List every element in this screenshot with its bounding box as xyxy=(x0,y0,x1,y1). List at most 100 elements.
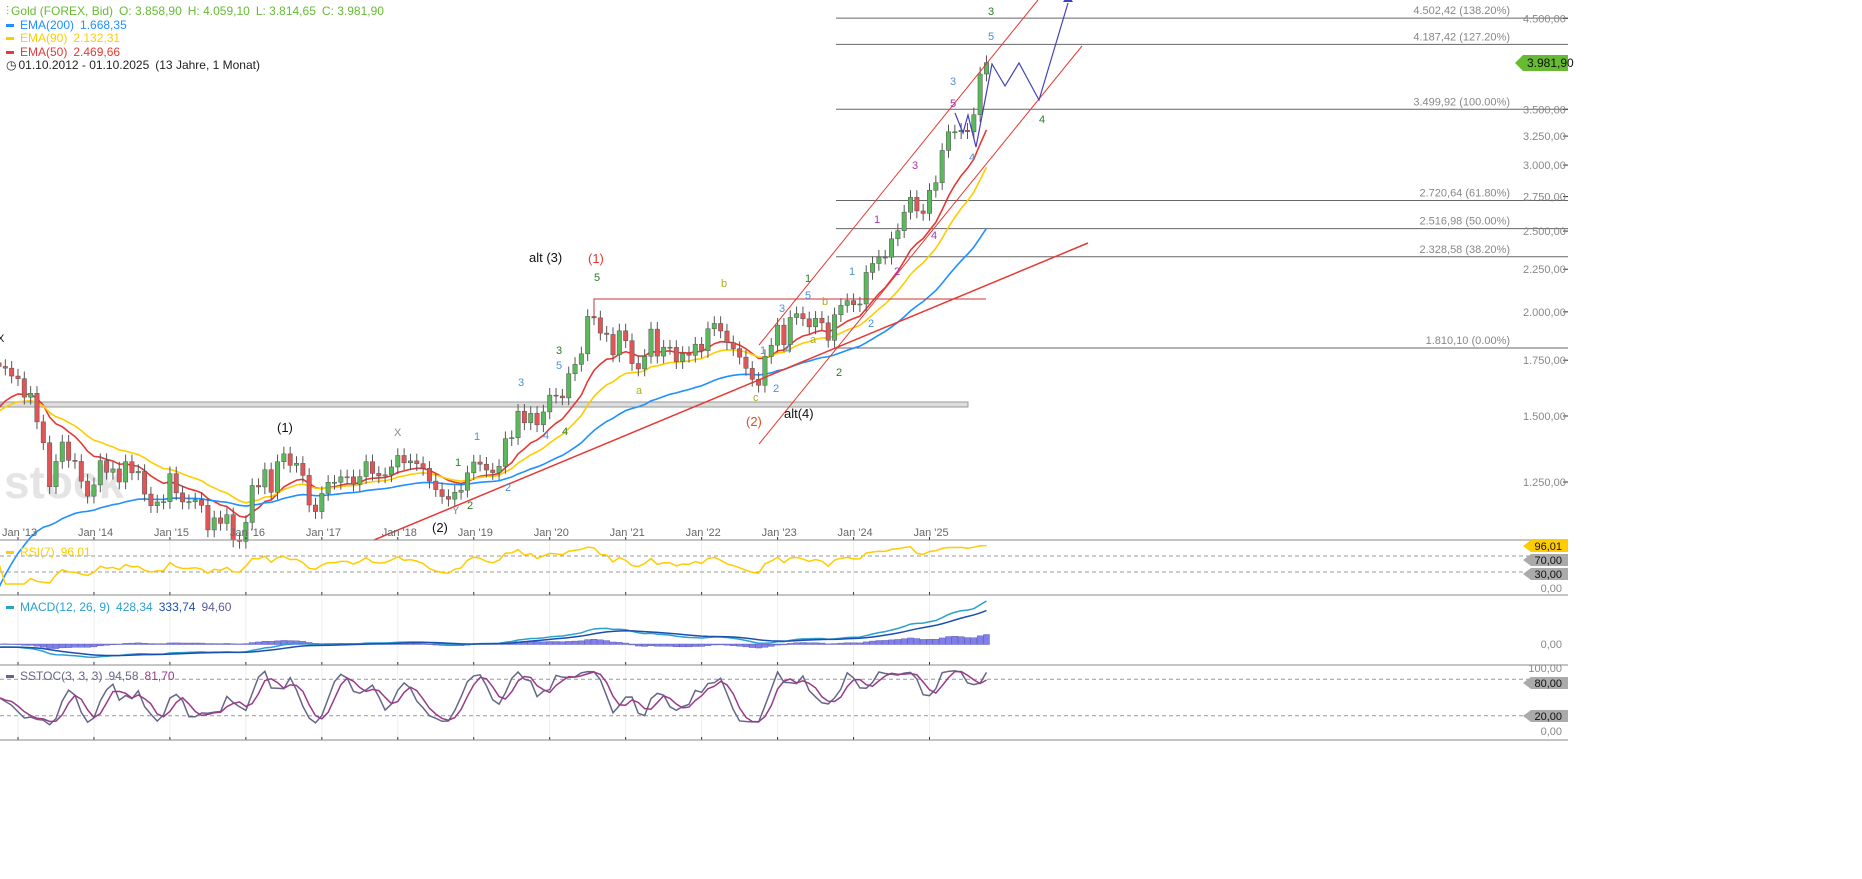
rsi-value-tag: 96,01 xyxy=(1534,541,1562,553)
fib-label: 2.328,58 (38.20%) xyxy=(1419,244,1510,256)
clock-icon: ◷ xyxy=(6,58,17,72)
candle-body xyxy=(382,474,388,477)
candle xyxy=(85,473,91,504)
rsi-70-tag-bg xyxy=(1523,554,1568,566)
open-value: O: 3.858,90 xyxy=(119,4,182,18)
candle-body xyxy=(768,344,774,357)
macd-histogram-bar xyxy=(546,641,553,645)
candle-body xyxy=(971,114,977,132)
x-tick-label: Jan '17 xyxy=(306,527,341,539)
macd-histogram-bar xyxy=(831,643,838,645)
candle xyxy=(927,183,932,221)
candle xyxy=(832,307,838,348)
macd-histogram-bar xyxy=(856,642,864,645)
candle xyxy=(825,315,831,348)
candle xyxy=(28,386,34,405)
candle xyxy=(426,461,432,489)
candle xyxy=(338,469,344,490)
macd-histogram-bar xyxy=(122,643,129,645)
wave-label: 1 xyxy=(760,345,766,357)
candle-body xyxy=(21,378,27,398)
macd-histogram-bar xyxy=(736,643,743,647)
macd-histogram-bar xyxy=(141,642,148,645)
wave-label: 2 xyxy=(505,482,511,494)
wave-label: 4 xyxy=(562,426,568,438)
macd-histogram-bar xyxy=(198,642,205,645)
candle-body xyxy=(2,366,8,369)
candle xyxy=(275,454,280,500)
sstoc-d-line xyxy=(0,670,987,723)
macd-histogram-bar xyxy=(559,641,566,645)
candle xyxy=(876,249,882,271)
candle-body xyxy=(287,453,293,466)
sstoc-20-tag: 20,00 xyxy=(1534,711,1562,723)
wave-label: 1 xyxy=(455,457,461,469)
macd-histogram-bar xyxy=(882,640,889,645)
candle-body xyxy=(256,485,261,488)
candle-body xyxy=(477,461,483,465)
candle xyxy=(47,435,53,494)
candle-body xyxy=(161,501,167,503)
indicator-panes: 96,01 70,00 30,00 0,00 0,00 100,00 80,00 20,00 0… xyxy=(0,539,1568,741)
candle xyxy=(420,456,426,476)
candle xyxy=(572,357,578,381)
macd-histogram-bar xyxy=(166,642,174,645)
candle xyxy=(370,454,375,481)
candle-body xyxy=(863,272,869,305)
candle xyxy=(908,190,913,220)
candle xyxy=(433,473,439,497)
candle-body xyxy=(332,482,337,484)
y-tick-label: 1.750,00 xyxy=(1523,355,1566,367)
candle-body xyxy=(857,303,863,306)
wave-label: 2 xyxy=(467,500,473,512)
candle xyxy=(21,371,27,405)
y-tick-label: 2.750,00 xyxy=(1523,192,1566,204)
candle-body xyxy=(325,482,331,494)
wave-label: 2 xyxy=(773,383,779,395)
wave-label: 5 xyxy=(594,272,600,284)
candle xyxy=(692,337,698,363)
candle xyxy=(389,459,394,483)
macd-histogram-bar xyxy=(27,643,34,646)
candle-body xyxy=(0,362,2,367)
candle-body xyxy=(762,356,768,386)
macd-histogram-bar xyxy=(248,642,256,645)
candle-body xyxy=(737,348,743,358)
candle xyxy=(116,461,122,490)
horizontal-resistance xyxy=(593,298,986,318)
candle-body xyxy=(483,463,489,471)
y-tick-label: 3.250,00 xyxy=(1523,131,1566,143)
candle-body xyxy=(401,455,407,464)
candle-body xyxy=(275,461,280,493)
candle xyxy=(806,311,812,335)
candle xyxy=(604,325,610,342)
candle xyxy=(724,323,730,350)
arrow-head-icon xyxy=(1063,0,1073,2)
candle xyxy=(306,468,312,513)
macd-histogram-bar xyxy=(552,641,560,645)
macd-histogram-bar xyxy=(768,643,775,647)
candle-body xyxy=(965,129,970,132)
sstoc-100-label: 100,00 xyxy=(1528,663,1562,675)
candle xyxy=(743,349,749,376)
macd-histogram-bar xyxy=(173,642,180,645)
candle xyxy=(287,446,293,473)
candle xyxy=(977,66,983,123)
candle-body xyxy=(597,317,603,334)
candle xyxy=(129,454,135,481)
candle xyxy=(104,453,110,480)
candle xyxy=(946,124,951,158)
macd-histogram-bar xyxy=(654,643,661,647)
rsi-70-tag: 70,00 xyxy=(1534,555,1562,567)
candle xyxy=(452,485,458,507)
candle xyxy=(984,55,989,82)
candle xyxy=(775,317,781,353)
date-range: ◷ 01.10.2012 - 01.10.2025 (13 Jahre, 1 Mon… xyxy=(6,58,260,72)
candle xyxy=(483,457,489,478)
macd-histogram-bar xyxy=(679,643,686,648)
macd-zero-label: 0,00 xyxy=(1541,639,1562,651)
fib-label: 4.187,42 (127.20%) xyxy=(1413,31,1510,43)
rsi-30-tag-bg xyxy=(1523,568,1568,580)
